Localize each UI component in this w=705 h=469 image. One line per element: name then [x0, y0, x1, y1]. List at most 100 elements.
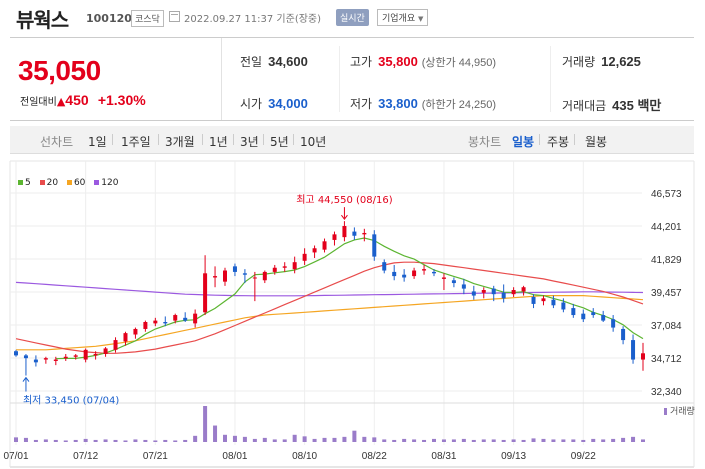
- volume-bar: [332, 437, 337, 442]
- candle-body: [591, 312, 596, 316]
- volume-bar: [491, 439, 496, 442]
- volume-bar: [382, 439, 387, 442]
- candle-body: [511, 290, 516, 295]
- volume-bar: [262, 437, 267, 442]
- volume-bar: [501, 439, 506, 442]
- volume-bar: [103, 439, 108, 442]
- candle-body: [213, 276, 218, 278]
- ma20-line: [15, 261, 644, 354]
- candle-body: [531, 296, 536, 304]
- volume-bar: [312, 438, 317, 442]
- volume-bar: [282, 439, 287, 442]
- x-tick-label: 09/13: [501, 451, 526, 462]
- legend-ma120: 120: [94, 178, 118, 188]
- candle-body: [252, 277, 257, 279]
- volume-bar: [23, 437, 28, 442]
- candle-body: [372, 234, 377, 257]
- volume-bar: [591, 438, 596, 442]
- chevron-down-icon: ▼: [418, 15, 424, 23]
- volume-bar: [163, 439, 168, 442]
- volume-bar: [302, 436, 307, 442]
- period-tab-bar: 선차트 1일 1주일 3개월 1년 3년 5년 10년 봉차트 일봉 주봉 월봉: [10, 126, 694, 154]
- calendar-icon: [169, 11, 180, 22]
- volume-bar: [63, 440, 68, 442]
- volume-bar: [83, 438, 88, 442]
- open-label: 시가: [240, 97, 263, 111]
- tab-1w[interactable]: 1주일: [121, 135, 151, 149]
- candle-body: [332, 234, 337, 240]
- candle-body: [362, 232, 367, 235]
- volume-bar: [432, 438, 436, 442]
- volume-legend-swatch: [664, 408, 667, 415]
- prev-close: 전일 34,600: [240, 53, 308, 70]
- volume-bar: [352, 430, 357, 442]
- high-price: 고가 35,800 (상한가 44,950): [350, 53, 496, 70]
- tab-1d[interactable]: 1일: [88, 135, 107, 149]
- volume-bar: [471, 439, 476, 442]
- candle-body: [541, 298, 546, 302]
- candle-body: [392, 271, 397, 277]
- legend-ma60: 60: [66, 178, 85, 188]
- candle-body: [193, 313, 198, 324]
- ma60-line: [16, 295, 644, 351]
- volume-bar: [213, 425, 218, 442]
- change-row: 전일대비▲450 +1.30%: [20, 92, 146, 108]
- candle-body: [611, 319, 616, 328]
- volume-bar: [133, 439, 138, 442]
- volume-bar: [342, 436, 347, 442]
- volume-bar: [252, 438, 257, 442]
- open-price: 시가 34,000: [240, 95, 308, 112]
- divider: [550, 46, 551, 112]
- tab-10y[interactable]: 10년: [300, 135, 327, 149]
- candle-body: [491, 288, 496, 295]
- candle-body: [203, 273, 208, 313]
- candlestick-chart[interactable]: 46,573 44,201 41,829 39,457 37,084 34,712 32,3…: [0, 160, 705, 469]
- volume-bar: [392, 439, 397, 442]
- market-badge: 코스닥: [131, 10, 164, 27]
- tab-3m[interactable]: 3개월: [165, 135, 195, 149]
- candle-body: [501, 292, 506, 299]
- x-tick-label: 08/01: [222, 451, 247, 462]
- x-tick-label: 08/31: [431, 451, 456, 462]
- volume-bar: [113, 439, 118, 442]
- candle-body: [53, 359, 58, 361]
- tab-monthly[interactable]: 월봉: [585, 135, 608, 149]
- candle-body: [272, 267, 277, 272]
- volume-bar: [451, 439, 456, 442]
- volume-bar: [43, 439, 48, 442]
- company-overview-dropdown[interactable]: 기업개요 ▼: [377, 9, 429, 26]
- candle-body: [561, 302, 566, 310]
- volume-bar: [521, 439, 526, 442]
- candle-body: [103, 348, 108, 354]
- low-arrow-head: [22, 376, 30, 382]
- candle-body: [292, 262, 297, 270]
- candle-body: [143, 321, 148, 329]
- stock-name: 뷰웍스: [16, 8, 69, 32]
- tab-daily[interactable]: 일봉: [512, 135, 535, 149]
- candle-body: [422, 269, 427, 271]
- x-tick-label: 07/12: [73, 451, 98, 462]
- candle-body: [382, 262, 387, 271]
- volume-bar: [581, 439, 586, 442]
- volume-bar: [621, 437, 626, 442]
- tab-1y[interactable]: 1년: [209, 135, 228, 149]
- legend-ma5: 5: [18, 178, 31, 188]
- volume-bar: [362, 436, 367, 442]
- amount-value: 435 백만: [612, 98, 662, 113]
- volume-bar: [611, 438, 616, 442]
- volume-bar: [183, 439, 188, 442]
- candle-body: [621, 328, 626, 341]
- x-tick-label: 08/22: [362, 451, 387, 462]
- candle-body: [113, 340, 118, 350]
- candle-body: [551, 299, 556, 306]
- y-tick-label: 32,340: [651, 387, 682, 398]
- tab-5y[interactable]: 5년: [270, 135, 289, 149]
- volume-bar: [511, 439, 516, 442]
- tab-3y[interactable]: 3년: [240, 135, 259, 149]
- volume-bar: [372, 437, 377, 442]
- tab-weekly[interactable]: 주봉: [547, 135, 570, 149]
- legend-ma20: 20: [39, 178, 58, 188]
- candle-body: [342, 226, 347, 238]
- volume-bar: [551, 439, 556, 442]
- realtime-button[interactable]: 실시간: [336, 9, 369, 26]
